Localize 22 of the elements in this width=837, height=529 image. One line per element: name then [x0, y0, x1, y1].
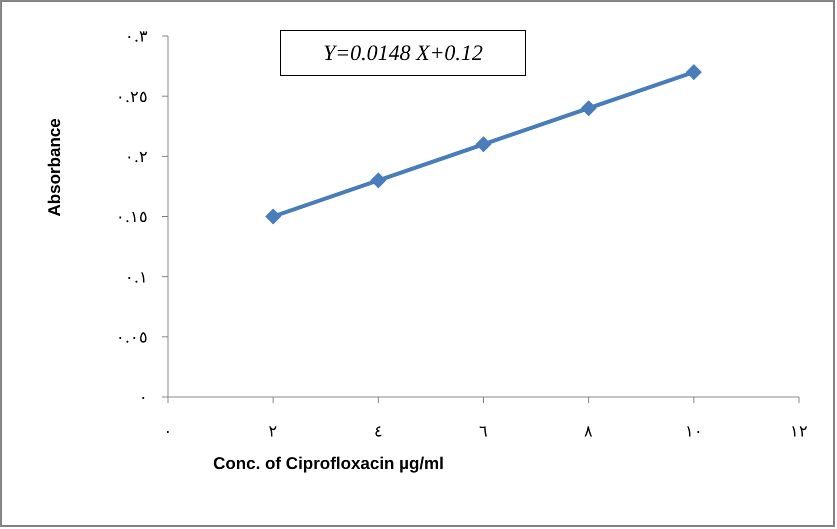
point — [476, 136, 492, 152]
x-tick-label: ٦ — [479, 421, 488, 440]
y-tick-label: ٠.٢ — [124, 147, 148, 166]
x-tick-label: ٠ — [164, 421, 172, 440]
y-tick-label: ٠.١٥ — [116, 207, 148, 226]
y-tick-label: ٠.١ — [124, 267, 148, 286]
x-tick-label: ١٢ — [790, 421, 808, 440]
point — [580, 100, 597, 116]
x-tick-label: ١٠ — [684, 421, 703, 440]
point — [370, 172, 386, 188]
y-tick-label: ٠ — [139, 388, 148, 407]
y-axis-title: Absorbance — [45, 118, 64, 216]
annotation: Y=0.0148 X+0.12 — [280, 30, 526, 76]
x-tick-label: ٢ — [268, 421, 278, 440]
x-axis-title: Conc. of Ciprofloxacin µg/ml — [213, 454, 444, 473]
x-tick-label: ٤ — [374, 421, 383, 440]
point — [265, 208, 282, 224]
y-tick-label: ٠.٣ — [124, 26, 148, 46]
y-tick-label: ٠.٠٥ — [116, 328, 148, 347]
point — [686, 64, 702, 80]
y-tick-label: ٠.٢٥ — [116, 86, 148, 106]
x-tick-label: ٨ — [584, 421, 594, 440]
